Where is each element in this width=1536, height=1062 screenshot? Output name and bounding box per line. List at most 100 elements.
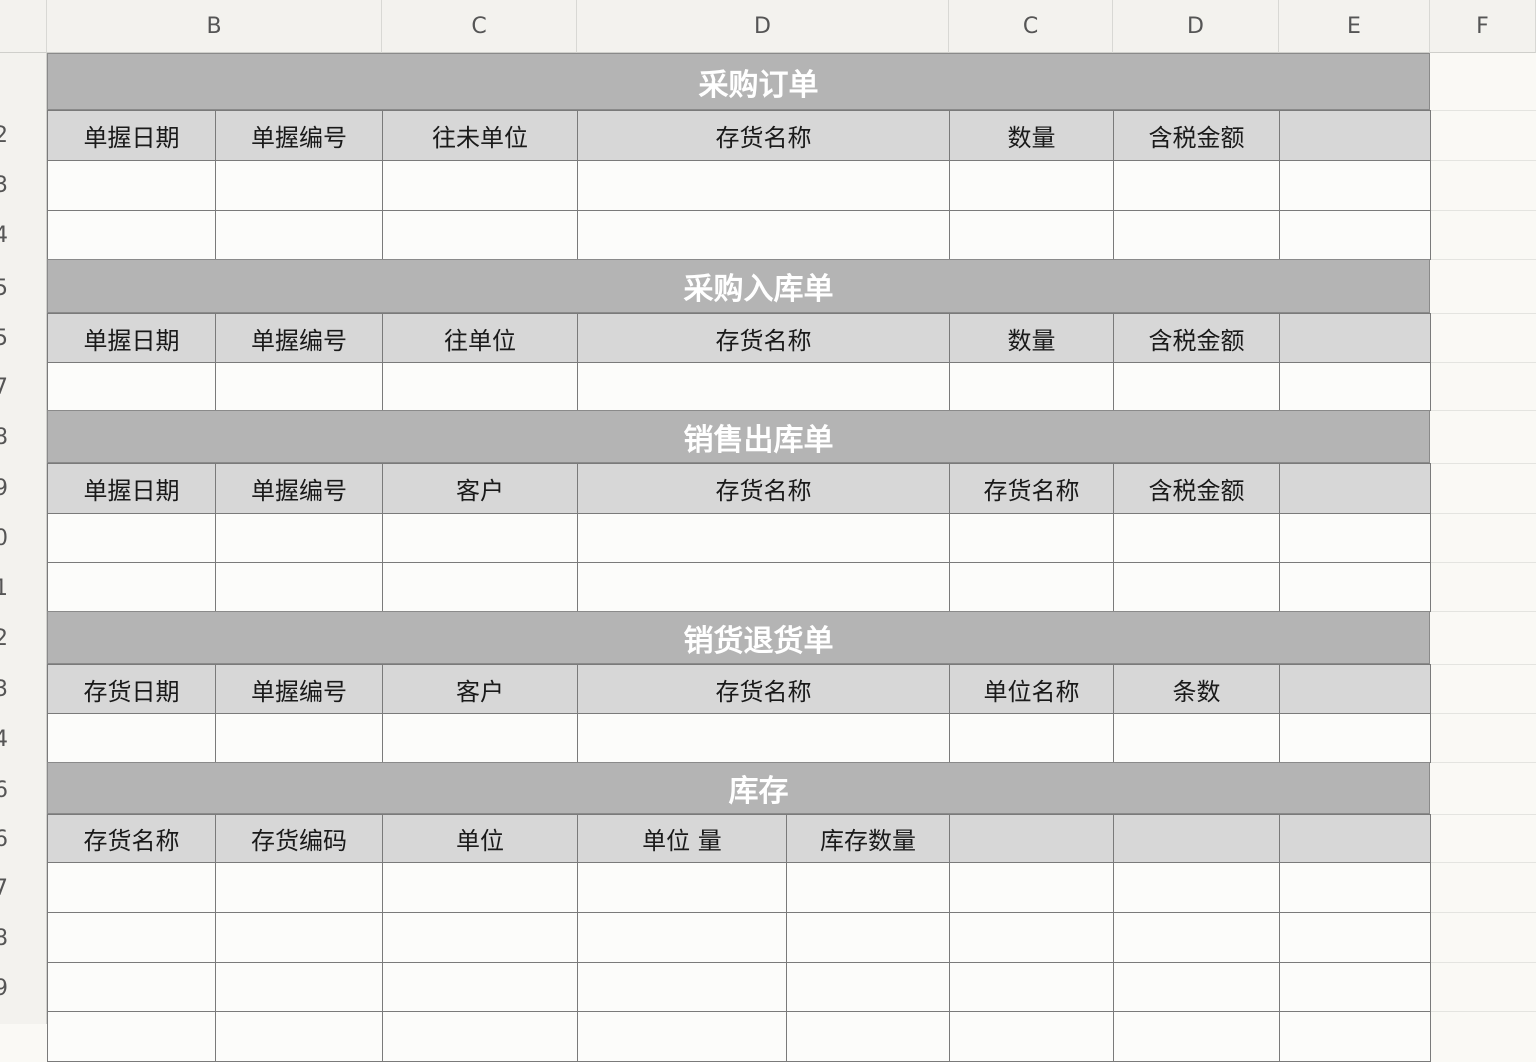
data-cell[interactable]	[1279, 862, 1431, 913]
data-cell[interactable]	[1113, 1011, 1280, 1062]
data-cell[interactable]	[949, 362, 1114, 411]
column-label-cell[interactable]: 单位 量	[577, 814, 787, 863]
data-cell[interactable]	[1113, 210, 1280, 260]
data-cell[interactable]	[1113, 862, 1280, 913]
data-cell[interactable]	[949, 912, 1114, 963]
select-all-corner[interactable]	[0, 0, 47, 53]
data-cell[interactable]	[215, 862, 383, 913]
column-label-cell[interactable]: 含税金额	[1113, 110, 1280, 161]
data-cell[interactable]	[1113, 962, 1280, 1012]
row-number[interactable]: 5	[0, 275, 8, 301]
data-cell[interactable]	[577, 862, 787, 913]
column-label-cell[interactable]	[1279, 814, 1431, 863]
column-label-cell[interactable]	[1279, 664, 1431, 714]
column-header[interactable]: D	[577, 0, 949, 53]
column-label-cell[interactable]	[1113, 814, 1280, 863]
row-number[interactable]: 4	[0, 726, 8, 752]
data-cell[interactable]	[382, 912, 578, 963]
data-cell[interactable]	[577, 962, 787, 1012]
data-cell[interactable]	[1113, 513, 1280, 563]
column-label-cell[interactable]: 单握日期	[47, 463, 216, 514]
column-label-cell[interactable]: 存货名称	[577, 110, 950, 161]
data-cell[interactable]	[382, 713, 578, 763]
data-cell[interactable]	[1279, 962, 1431, 1012]
column-label-cell[interactable]: 往未单位	[382, 110, 578, 161]
data-cell[interactable]	[47, 362, 216, 411]
column-label-cell[interactable]: 存货名称	[577, 664, 950, 714]
column-header[interactable]: C	[382, 0, 577, 53]
data-cell[interactable]	[949, 210, 1114, 260]
column-label-cell[interactable]	[1279, 110, 1431, 161]
data-cell[interactable]	[47, 210, 216, 260]
data-cell[interactable]	[382, 210, 578, 260]
data-cell[interactable]	[382, 562, 578, 612]
column-label-cell[interactable]: 单握日期	[47, 313, 216, 363]
column-label-cell[interactable]: 存货名称	[577, 313, 950, 363]
data-cell[interactable]	[215, 912, 383, 963]
data-cell[interactable]	[215, 1011, 383, 1062]
data-cell[interactable]	[215, 713, 383, 763]
column-header[interactable]: C	[949, 0, 1113, 53]
row-number[interactable]: 7	[0, 374, 8, 400]
data-cell[interactable]	[215, 210, 383, 260]
row-number[interactable]: 9	[0, 475, 8, 501]
data-cell[interactable]	[577, 210, 950, 260]
row-number[interactable]: 8	[0, 925, 8, 951]
data-cell[interactable]	[47, 962, 216, 1012]
data-cell[interactable]	[1279, 362, 1431, 411]
row-number[interactable]: 0	[0, 525, 8, 551]
data-cell[interactable]	[1279, 912, 1431, 963]
data-cell[interactable]	[1279, 713, 1431, 763]
data-cell[interactable]	[1279, 562, 1431, 612]
data-cell[interactable]	[577, 513, 950, 563]
data-cell[interactable]	[577, 562, 950, 612]
data-cell[interactable]	[577, 160, 950, 211]
data-cell[interactable]	[382, 962, 578, 1012]
column-label-cell[interactable]: 单握编号	[215, 313, 383, 363]
row-number[interactable]: 2	[0, 122, 8, 148]
data-cell[interactable]	[577, 1011, 787, 1062]
data-cell[interactable]	[1279, 1011, 1431, 1062]
data-cell[interactable]	[1279, 210, 1431, 260]
row-number[interactable]: 3	[0, 676, 8, 702]
data-cell[interactable]	[949, 562, 1114, 612]
column-label-cell[interactable]: 数量	[949, 313, 1114, 363]
column-label-cell[interactable]	[1279, 313, 1431, 363]
row-number[interactable]: 6	[0, 826, 8, 852]
row-number[interactable]: 5	[0, 325, 8, 351]
column-header[interactable]: F	[1430, 0, 1536, 53]
row-number[interactable]: 6	[0, 777, 8, 803]
column-label-cell[interactable]: 单握日期	[47, 110, 216, 161]
data-cell[interactable]	[786, 962, 950, 1012]
row-number[interactable]: 2	[0, 625, 8, 651]
column-label-cell[interactable]: 含税金额	[1113, 313, 1280, 363]
data-cell[interactable]	[1113, 912, 1280, 963]
data-cell[interactable]	[47, 912, 216, 963]
column-label-cell[interactable]: 单位	[382, 814, 578, 863]
column-label-cell[interactable]: 单握编号	[215, 110, 383, 161]
data-cell[interactable]	[949, 160, 1114, 211]
data-cell[interactable]	[215, 160, 383, 211]
data-cell[interactable]	[949, 713, 1114, 763]
column-label-cell[interactable]	[1279, 463, 1431, 514]
data-cell[interactable]	[47, 1011, 216, 1062]
column-header[interactable]: B	[47, 0, 382, 53]
column-header[interactable]: D	[1113, 0, 1279, 53]
data-cell[interactable]	[577, 362, 950, 411]
data-cell[interactable]	[786, 912, 950, 963]
data-cell[interactable]	[382, 1011, 578, 1062]
column-label-cell[interactable]: 单握编号	[215, 664, 383, 714]
row-number[interactable]: 8	[0, 424, 8, 450]
column-label-cell[interactable]: 单位名称	[949, 664, 1114, 714]
data-cell[interactable]	[949, 862, 1114, 913]
data-cell[interactable]	[47, 562, 216, 612]
row-number[interactable]: 1	[0, 575, 8, 601]
data-cell[interactable]	[1113, 562, 1280, 612]
data-cell[interactable]	[215, 362, 383, 411]
data-cell[interactable]	[215, 513, 383, 563]
data-cell[interactable]	[1113, 713, 1280, 763]
column-label-cell[interactable]: 客户	[382, 664, 578, 714]
data-cell[interactable]	[949, 1011, 1114, 1062]
data-cell[interactable]	[1279, 513, 1431, 563]
data-cell[interactable]	[215, 562, 383, 612]
